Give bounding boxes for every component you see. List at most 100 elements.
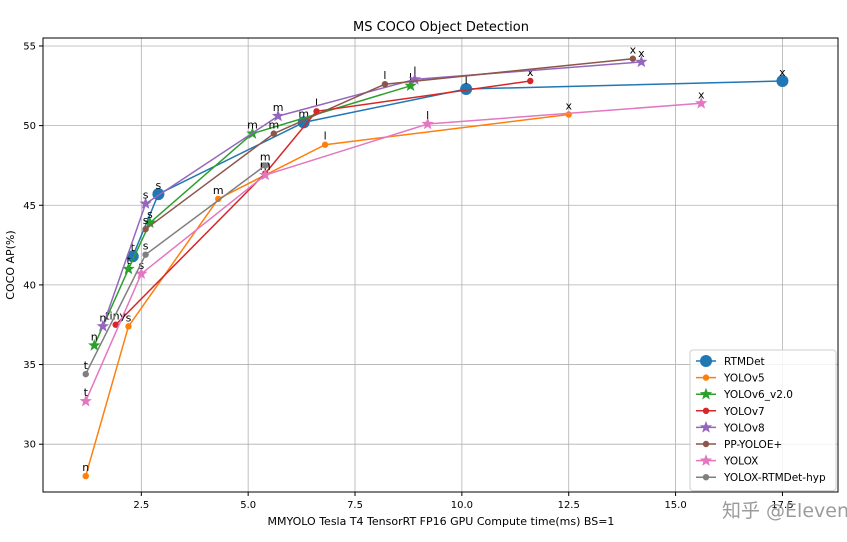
point-label: x [779, 66, 786, 79]
point-label: n [82, 461, 89, 474]
x-tick-label: 12.5 [558, 500, 580, 511]
data-point [321, 141, 329, 148]
legend-label: YOLOX-RTMDet-hyp [723, 472, 826, 484]
legend-item: YOLOv8 [696, 420, 765, 434]
data-point [262, 162, 269, 169]
data-point [125, 323, 132, 330]
legend-label: YOLOv6_v2.0 [723, 389, 793, 401]
point-label: s [156, 179, 162, 192]
legend-marker [702, 374, 710, 381]
legend-label: YOLOv5 [723, 373, 765, 385]
legend: RTMDet YOLOv5 YOLOv6_v2.0 YOLOv7 YOLOv8 PP-YO… [689, 349, 837, 492]
point-label: m [213, 184, 224, 197]
legend-label: YOLOv8 [723, 422, 765, 434]
point-label: n [99, 311, 106, 324]
point-label: m [260, 150, 271, 163]
series-line [84, 113, 569, 477]
y-axis-label: COCO AP(%) [4, 230, 17, 299]
y-tick-label: 50 [23, 121, 36, 132]
series-layer: tsmlxnsmlxntsmltinymlxnsmlxsmlxtsmlxtsm [79, 44, 789, 480]
point-label: s [147, 208, 153, 221]
legend-item: YOLOv7 [696, 406, 765, 418]
data-point [88, 338, 101, 351]
data-point [215, 195, 222, 203]
x-tick-label: 15.0 [664, 500, 686, 511]
point-label: s [143, 240, 149, 253]
data-point [79, 394, 92, 407]
legend-item: RTMDet [696, 355, 765, 368]
point-label: l [465, 74, 468, 87]
point-label: l [413, 64, 416, 77]
data-point [404, 79, 417, 92]
point-label: m [268, 119, 279, 132]
x-tick-label: 17.5 [771, 500, 793, 511]
point-label: s [143, 214, 149, 227]
data-point [82, 370, 89, 378]
series-line [85, 102, 702, 402]
series-line [132, 80, 783, 257]
legend-item: PP-YOLOE+ [696, 439, 782, 451]
legend-label: YOLOX [723, 456, 758, 468]
data-point [381, 80, 389, 88]
data-point [527, 77, 534, 85]
y-tick-label: 30 [23, 440, 36, 451]
data-point [629, 55, 637, 62]
data-point [142, 251, 149, 258]
chart-title: MS COCO Object Detection [353, 20, 529, 35]
point-label: x [638, 47, 645, 60]
data-point [142, 225, 149, 233]
data-point [313, 108, 320, 115]
y-tick-label: 55 [23, 41, 36, 52]
point-label: x [698, 88, 705, 101]
x-tick-label: 5.0 [240, 500, 256, 511]
data-point [776, 75, 789, 88]
legend-label: PP-YOLOE+ [724, 439, 782, 451]
y-axis-ticks: 30 35 40 45 50 55 [23, 41, 43, 451]
legend-label: YOLOv7 [723, 406, 765, 418]
series-line [145, 57, 633, 230]
point-label: x [630, 44, 637, 57]
point-label: t [84, 359, 89, 372]
data-point [408, 72, 422, 85]
data-point [143, 216, 157, 229]
point-label: t [126, 254, 131, 267]
legend-marker [702, 474, 710, 481]
point-label: l [409, 71, 412, 84]
data-point [259, 168, 272, 181]
point-label: t [131, 241, 136, 254]
x-axis-label: MMYOLO Tesla T4 TensorRT FP16 GPU Comput… [268, 515, 615, 528]
point-label: t [84, 386, 89, 399]
point-label: s [126, 311, 132, 324]
point-label: n [91, 330, 98, 343]
point-label: m [247, 119, 258, 132]
legend-box [689, 349, 837, 492]
x-tick-label: 7.5 [347, 500, 363, 511]
data-point [270, 130, 278, 137]
y-tick-label: 35 [23, 360, 36, 371]
data-point [421, 117, 434, 130]
data-point [122, 262, 135, 275]
point-label: s [143, 189, 149, 202]
point-label: l [315, 96, 318, 109]
point-label: x [527, 66, 534, 79]
data-point [695, 96, 708, 109]
data-point [135, 267, 148, 280]
series-line [115, 80, 531, 326]
data-point [635, 55, 648, 68]
x-tick-label: 10.0 [451, 500, 473, 511]
data-point [460, 82, 473, 95]
data-point [271, 109, 285, 122]
grid [43, 38, 838, 492]
point-label: l [324, 130, 327, 143]
data-point [96, 319, 110, 332]
data-point [112, 321, 119, 328]
legend-item: YOLOv6_v2.0 [696, 387, 793, 401]
x-tick-label: 2.5 [133, 500, 149, 511]
watermark: 知乎 @Eleven [722, 500, 847, 522]
point-label: l [383, 69, 386, 82]
legend-marker [699, 420, 713, 433]
legend-marker [699, 387, 713, 400]
